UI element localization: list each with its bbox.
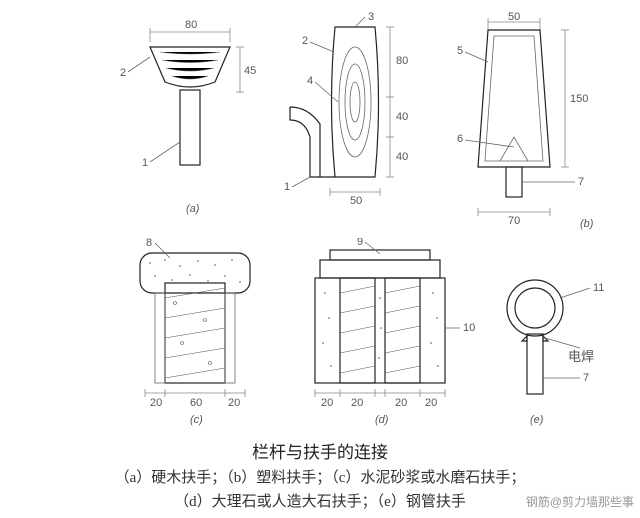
leader-e-11: 11: [593, 282, 604, 294]
dim-d-5: 20: [425, 397, 437, 409]
caption-e: (e): [530, 414, 544, 426]
dim-d-1: 20: [321, 397, 333, 409]
leader-b1-3: 3: [368, 12, 374, 23]
caption-d: (d): [375, 414, 389, 426]
leader-b2-7: 7: [578, 176, 584, 188]
leader-b2-5: 5: [457, 45, 463, 57]
figure-e: 11 电焊 7 (e): [480, 253, 620, 443]
leader-b1-1: 1: [284, 181, 290, 193]
leader-b1-2: 2: [302, 35, 308, 47]
figure-c: 20 60 20 8 (c): [110, 238, 280, 428]
leader-d-9: 9: [357, 238, 363, 248]
caption-c: (c): [190, 414, 203, 426]
dim-c-1: 20: [150, 397, 162, 409]
leader-a-1: 1: [142, 157, 148, 169]
caption-b: (b): [580, 218, 594, 230]
leader-a-2: 2: [120, 67, 126, 79]
dim-b1-h2: 40: [396, 111, 408, 123]
figure-b-section: 80 40 40 50 3 2 1 4: [280, 12, 420, 232]
leader-d-10: 10: [463, 322, 475, 334]
page: 80 45 2 1 (a) 80 40 40: [0, 0, 640, 518]
row-top: 80 45 2 1 (a) 80 40 40: [0, 12, 640, 232]
leader-e-weld: 电焊: [568, 349, 594, 364]
dim-d-4: 20: [395, 397, 407, 409]
leader-c-8: 8: [146, 238, 152, 249]
dim-b1-w: 50: [350, 195, 362, 207]
figure-d: 20 20 20 20 9 10 (d): [285, 238, 475, 428]
dim-b2-h: 150: [570, 93, 588, 105]
dim-c-2: 60: [190, 397, 202, 409]
dim-b1-h1: 80: [396, 55, 408, 67]
dim-d-2: 20: [351, 397, 363, 409]
leader-b1-4: 4: [307, 75, 313, 87]
row-bottom: 20 60 20 8 (c) 20: [0, 238, 640, 438]
legend-line-1: （a）硬木扶手；（b）塑料扶手；（c）水泥砂浆或水磨石扶手；: [115, 470, 526, 486]
figure-b: 50 150 70 5 6 7 (b): [430, 12, 610, 232]
legend-line-2: （d）大理石或人造大石扶手；（e）钢管扶手: [174, 494, 466, 510]
main-title: 栏杆与扶手的连接: [0, 438, 640, 463]
leader-e-7: 7: [583, 372, 589, 384]
dim-b2-wbot: 70: [508, 215, 520, 227]
watermark: 钢筋@剪力墙那些事: [526, 493, 634, 510]
dim-b1-h3: 40: [396, 151, 408, 163]
caption-a: (a): [186, 203, 200, 215]
leader-b2-6: 6: [457, 133, 463, 145]
dim-a-w: 80: [185, 19, 197, 31]
dim-b2-wtop: 50: [508, 12, 520, 23]
figure-a: 80 45 2 1 (a): [90, 12, 290, 232]
dim-a-h: 45: [244, 65, 256, 77]
dim-c-3: 20: [228, 397, 240, 409]
